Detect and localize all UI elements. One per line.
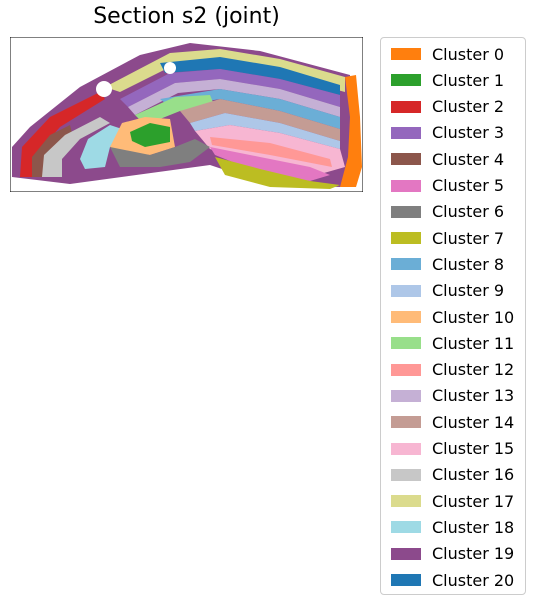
legend-label: Cluster 10 — [432, 307, 515, 327]
region-cluster-12 — [210, 137, 332, 167]
region-cluster-11 — [135, 95, 215, 125]
gap-marker — [164, 62, 176, 74]
legend-swatch — [391, 521, 421, 534]
legend-label: Cluster 7 — [432, 228, 505, 248]
legend-item: Cluster 20 — [391, 570, 514, 590]
legend-swatch — [391, 48, 421, 60]
legend-label: Cluster 13 — [432, 386, 515, 406]
legend-item: Cluster 10 — [391, 307, 514, 327]
legend-swatch — [391, 153, 421, 166]
legend-swatch — [391, 389, 421, 402]
legend-item: Cluster 15 — [391, 439, 514, 459]
legend-label: Cluster 5 — [432, 176, 505, 195]
legend-label: Cluster 15 — [432, 439, 515, 458]
legend-label: Cluster 3 — [432, 123, 505, 143]
legend-swatch — [391, 126, 421, 139]
legend-swatch — [391, 311, 421, 323]
legend-swatch — [391, 547, 421, 560]
legend: Cluster 0 Cluster 1 Cluster 2 Cluster 3 Clus… — [380, 37, 526, 595]
legend-label: Cluster 1 — [432, 70, 505, 90]
legend-item: Cluster 6 — [391, 202, 504, 222]
legend-item: Cluster 17 — [391, 491, 514, 511]
legend-label: Cluster 8 — [432, 254, 505, 274]
legend-label: Cluster 0 — [432, 44, 505, 64]
legend-item: Cluster 9 — [391, 281, 504, 301]
tissue-map — [10, 37, 363, 192]
legend-swatch — [391, 100, 421, 113]
legend-item: Cluster 11 — [391, 333, 514, 353]
legend-item: Cluster 16 — [391, 465, 514, 485]
legend-item: Cluster 13 — [391, 386, 514, 406]
chart-title: Section s2 (joint) — [93, 4, 280, 29]
legend-label: Cluster 11 — [432, 333, 515, 353]
legend-item: Cluster 18 — [391, 517, 514, 537]
legend-label: Cluster 16 — [432, 465, 515, 485]
legend-label: Cluster 14 — [432, 412, 515, 432]
legend-label: Cluster 4 — [432, 149, 505, 169]
region-cluster-14 — [180, 99, 340, 141]
region-cluster-13 — [128, 79, 340, 117]
legend-label: Cluster 17 — [432, 491, 515, 511]
region-cluster-18 — [80, 125, 122, 169]
legend-swatch — [391, 574, 421, 586]
region-cluster-9 — [190, 113, 340, 149]
legend-item: Cluster 1 — [391, 70, 504, 90]
legend-swatch — [391, 363, 421, 376]
legend-label: Cluster 9 — [432, 281, 505, 301]
legend-label: Cluster 2 — [432, 97, 505, 117]
legend-item: Cluster 0 — [391, 44, 504, 64]
region-cluster-17 — [105, 49, 345, 92]
legend-swatch — [391, 74, 421, 87]
legend-item: Cluster 14 — [391, 412, 514, 432]
legend-label: Cluster 6 — [432, 202, 505, 222]
legend-swatch — [391, 284, 421, 297]
legend-swatch — [391, 416, 421, 429]
legend-item: Cluster 2 — [391, 97, 504, 117]
legend-item: Cluster 7 — [391, 228, 504, 248]
legend-label: Cluster 20 — [432, 570, 515, 590]
legend-swatch — [391, 337, 421, 350]
legend-label: Cluster 19 — [432, 544, 515, 564]
region-cluster-2 — [20, 92, 105, 177]
legend-item: Cluster 8 — [391, 254, 504, 274]
gap-marker — [96, 81, 112, 97]
legend-swatch — [391, 442, 421, 455]
region-cluster-7 — [215, 157, 340, 189]
legend-swatch — [391, 179, 421, 192]
legend-swatch — [391, 205, 421, 218]
legend-item: Cluster 19 — [391, 544, 514, 564]
legend-item: Cluster 5 — [391, 176, 504, 196]
legend-item: Cluster 3 — [391, 123, 504, 143]
legend-swatch — [391, 258, 421, 271]
legend-label: Cluster 18 — [432, 517, 515, 537]
legend-item: Cluster 12 — [391, 360, 514, 380]
region-cluster-5 — [210, 147, 330, 181]
region-cluster-16 — [42, 117, 110, 177]
legend-label: Cluster 12 — [432, 360, 515, 380]
region-cluster-6 — [110, 139, 210, 167]
legend-swatch — [391, 468, 421, 481]
cluster-regions — [12, 43, 362, 189]
region-cluster-3 — [120, 69, 340, 107]
region-cluster-1 — [130, 123, 170, 147]
legend-swatch — [391, 495, 421, 508]
legend-swatch — [391, 232, 421, 245]
region-cluster-0 — [340, 75, 362, 187]
legend-item: Cluster 4 — [391, 149, 504, 169]
region-cluster-20 — [160, 57, 340, 95]
